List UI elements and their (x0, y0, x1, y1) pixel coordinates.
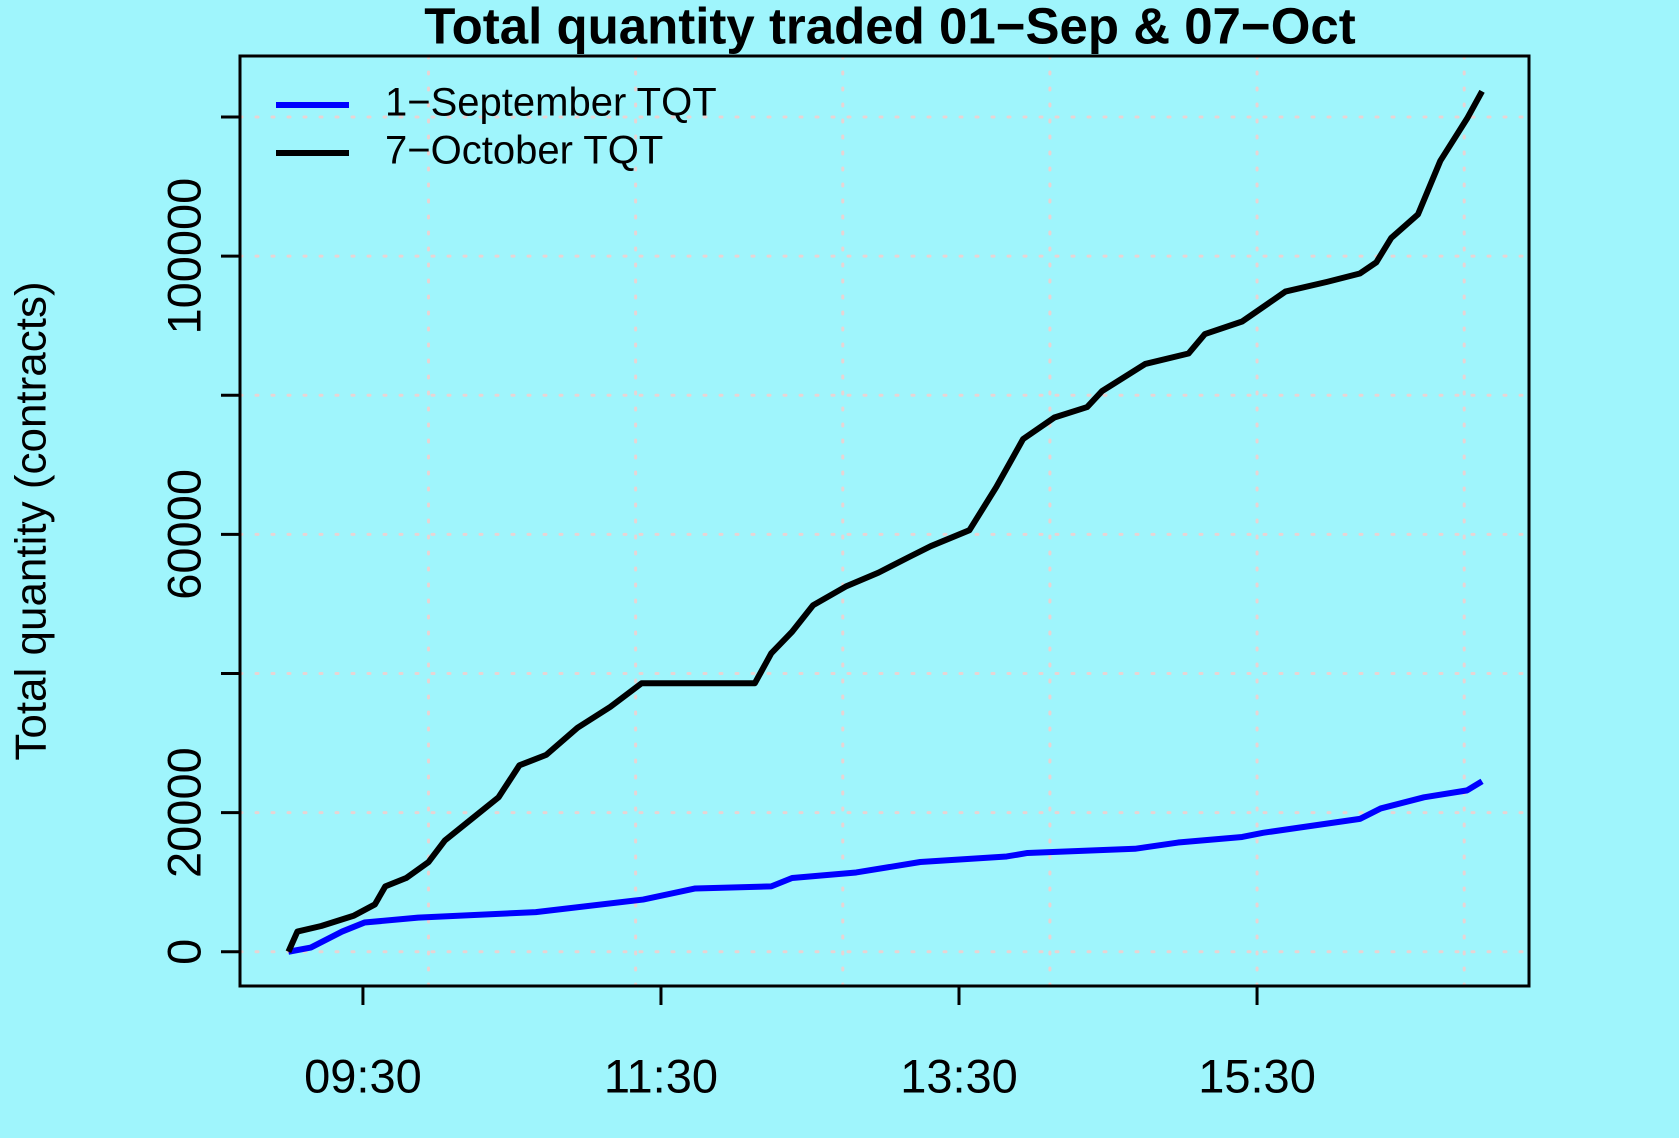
line-series (287, 778, 1484, 955)
x-tick-label: 13:30 (900, 1049, 1018, 1102)
legend-label: 7−October TQT (385, 129, 663, 173)
y-tick-label: 100000 (157, 178, 210, 335)
plot-frame (238, 54, 1531, 988)
y-tick-label: 60000 (157, 469, 210, 600)
y-axis-label: Total quantity (contracts) (7, 281, 56, 760)
y-tick-label: 0 (157, 939, 210, 965)
legend-label: 1−September TQT (385, 81, 717, 125)
x-tick-label: 11:30 (604, 1049, 718, 1102)
x-tick-label: 09:30 (304, 1049, 422, 1102)
chart-title: Total quantity traded 01−Sep & 07−Oct (424, 0, 1355, 54)
line-series (285, 89, 1485, 953)
y-tick-label: 20000 (157, 747, 210, 878)
x-tick-label: 15:30 (1198, 1049, 1316, 1102)
